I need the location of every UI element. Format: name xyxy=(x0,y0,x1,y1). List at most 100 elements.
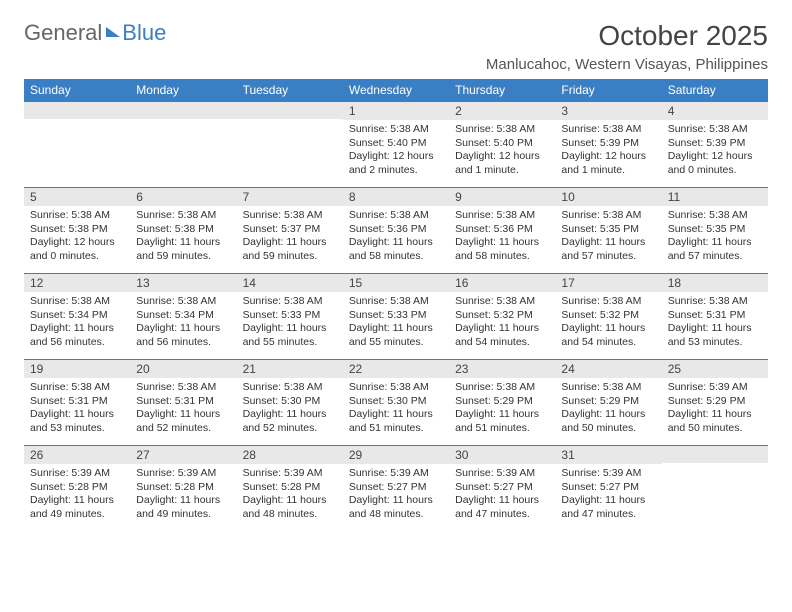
day-number: 31 xyxy=(555,446,661,464)
daylight-line: Daylight: 11 hours and 55 minutes. xyxy=(243,322,337,349)
sunrise-line: Sunrise: 5:38 AM xyxy=(243,209,337,223)
daylight-line: Daylight: 11 hours and 56 minutes. xyxy=(136,322,230,349)
brand-logo: General Blue xyxy=(24,20,166,46)
sunset-line: Sunset: 5:31 PM xyxy=(136,395,230,409)
day-number: 18 xyxy=(662,274,768,292)
day-number: 13 xyxy=(130,274,236,292)
daylight-line: Daylight: 11 hours and 48 minutes. xyxy=(243,494,337,521)
daylight-line: Daylight: 11 hours and 50 minutes. xyxy=(561,408,655,435)
sunset-line: Sunset: 5:37 PM xyxy=(243,223,337,237)
brand-word-1: General xyxy=(24,20,102,46)
daylight-line: Daylight: 11 hours and 59 minutes. xyxy=(243,236,337,263)
day-body: Sunrise: 5:38 AMSunset: 5:40 PMDaylight:… xyxy=(449,120,555,182)
day-body: Sunrise: 5:38 AMSunset: 5:32 PMDaylight:… xyxy=(555,292,661,354)
sunrise-line: Sunrise: 5:39 AM xyxy=(136,467,230,481)
calendar-cell: 4Sunrise: 5:38 AMSunset: 5:39 PMDaylight… xyxy=(662,102,768,188)
sunrise-line: Sunrise: 5:38 AM xyxy=(455,381,549,395)
calendar-cell: 29Sunrise: 5:39 AMSunset: 5:27 PMDayligh… xyxy=(343,446,449,532)
day-body: Sunrise: 5:38 AMSunset: 5:29 PMDaylight:… xyxy=(555,378,661,440)
day-number: 12 xyxy=(24,274,130,292)
calendar-cell: 12Sunrise: 5:38 AMSunset: 5:34 PMDayligh… xyxy=(24,274,130,360)
calendar-cell: 22Sunrise: 5:38 AMSunset: 5:30 PMDayligh… xyxy=(343,360,449,446)
calendar-row: 1Sunrise: 5:38 AMSunset: 5:40 PMDaylight… xyxy=(24,102,768,188)
day-body: Sunrise: 5:38 AMSunset: 5:38 PMDaylight:… xyxy=(130,206,236,268)
daylight-line: Daylight: 12 hours and 2 minutes. xyxy=(349,150,443,177)
day-body: Sunrise: 5:38 AMSunset: 5:34 PMDaylight:… xyxy=(130,292,236,354)
calendar-cell: 6Sunrise: 5:38 AMSunset: 5:38 PMDaylight… xyxy=(130,188,236,274)
day-number: 1 xyxy=(343,102,449,120)
daylight-line: Daylight: 11 hours and 49 minutes. xyxy=(136,494,230,521)
calendar-cell: 16Sunrise: 5:38 AMSunset: 5:32 PMDayligh… xyxy=(449,274,555,360)
calendar-cell: 7 Sunrise: 5:38 AMSunset: 5:37 PMDaylight… xyxy=(237,188,343,274)
sunrise-line: Sunrise: 5:38 AM xyxy=(30,295,124,309)
day-body: Sunrise: 5:38 AMSunset: 5:31 PMDaylight:… xyxy=(24,378,130,440)
calendar-cell: 8Sunrise: 5:38 AMSunset: 5:36 PMDaylight… xyxy=(343,188,449,274)
day-body: Sunrise: 5:38 AMSunset: 5:30 PMDaylight:… xyxy=(343,378,449,440)
daylight-line: Daylight: 11 hours and 56 minutes. xyxy=(30,322,124,349)
sunset-line: Sunset: 5:36 PM xyxy=(455,223,549,237)
day-body: Sunrise: 5:38 AMSunset: 5:39 PMDaylight:… xyxy=(555,120,661,182)
sunrise-line: Sunrise: 5:38 AM xyxy=(561,381,655,395)
day-body: Sunrise: 5:38 AMSunset: 5:38 PMDaylight:… xyxy=(24,206,130,268)
calendar-cell: 13Sunrise: 5:38 AMSunset: 5:34 PMDayligh… xyxy=(130,274,236,360)
calendar-cell: 31Sunrise: 5:39 AMSunset: 5:27 PMDayligh… xyxy=(555,446,661,532)
calendar-row: 12Sunrise: 5:38 AMSunset: 5:34 PMDayligh… xyxy=(24,274,768,360)
day-number: 23 xyxy=(449,360,555,378)
day-header: Thursday xyxy=(449,79,555,102)
day-body: Sunrise: 5:38 AMSunset: 5:40 PMDaylight:… xyxy=(343,120,449,182)
calendar-cell: 27Sunrise: 5:39 AMSunset: 5:28 PMDayligh… xyxy=(130,446,236,532)
day-number: 10 xyxy=(555,188,661,206)
sunset-line: Sunset: 5:33 PM xyxy=(243,309,337,323)
calendar-cell xyxy=(662,446,768,532)
day-number-empty xyxy=(130,102,236,119)
day-header: Tuesday xyxy=(237,79,343,102)
calendar-cell xyxy=(237,102,343,188)
calendar-cell: 5Sunrise: 5:38 AMSunset: 5:38 PMDaylight… xyxy=(24,188,130,274)
day-body: Sunrise: 5:38 AMSunset: 5:36 PMDaylight:… xyxy=(449,206,555,268)
sunset-line: Sunset: 5:39 PM xyxy=(561,137,655,151)
day-body: Sunrise: 5:38 AMSunset: 5:31 PMDaylight:… xyxy=(130,378,236,440)
sunrise-line: Sunrise: 5:38 AM xyxy=(455,209,549,223)
sunset-line: Sunset: 5:34 PM xyxy=(136,309,230,323)
sunrise-line: Sunrise: 5:38 AM xyxy=(136,381,230,395)
day-number: 21 xyxy=(237,360,343,378)
sunrise-line: Sunrise: 5:38 AM xyxy=(243,295,337,309)
calendar-row: 26Sunrise: 5:39 AMSunset: 5:28 PMDayligh… xyxy=(24,446,768,532)
calendar-cell: 15Sunrise: 5:38 AMSunset: 5:33 PMDayligh… xyxy=(343,274,449,360)
day-number: 25 xyxy=(662,360,768,378)
sunrise-line: Sunrise: 5:38 AM xyxy=(668,209,762,223)
sunset-line: Sunset: 5:31 PM xyxy=(30,395,124,409)
day-number: 9 xyxy=(449,188,555,206)
sunset-line: Sunset: 5:29 PM xyxy=(455,395,549,409)
sunset-line: Sunset: 5:31 PM xyxy=(668,309,762,323)
day-number: 8 xyxy=(343,188,449,206)
sunrise-line: Sunrise: 5:39 AM xyxy=(30,467,124,481)
day-body: Sunrise: 5:38 AMSunset: 5:34 PMDaylight:… xyxy=(24,292,130,354)
sunset-line: Sunset: 5:30 PM xyxy=(349,395,443,409)
day-header: Sunday xyxy=(24,79,130,102)
day-body: Sunrise: 5:39 AMSunset: 5:27 PMDaylight:… xyxy=(343,464,449,526)
day-body: Sunrise: 5:39 AMSunset: 5:28 PMDaylight:… xyxy=(237,464,343,526)
calendar-cell: 30Sunrise: 5:39 AMSunset: 5:27 PMDayligh… xyxy=(449,446,555,532)
sunset-line: Sunset: 5:32 PM xyxy=(455,309,549,323)
daylight-line: Daylight: 11 hours and 47 minutes. xyxy=(455,494,549,521)
sunset-line: Sunset: 5:38 PM xyxy=(136,223,230,237)
day-number: 16 xyxy=(449,274,555,292)
calendar-cell: 21Sunrise: 5:38 AMSunset: 5:30 PMDayligh… xyxy=(237,360,343,446)
sunset-line: Sunset: 5:27 PM xyxy=(455,481,549,495)
day-number: 2 xyxy=(449,102,555,120)
daylight-line: Daylight: 12 hours and 0 minutes. xyxy=(668,150,762,177)
sunset-line: Sunset: 5:28 PM xyxy=(136,481,230,495)
sunset-line: Sunset: 5:35 PM xyxy=(668,223,762,237)
day-body: Sunrise: 5:38 AMSunset: 5:33 PMDaylight:… xyxy=(237,292,343,354)
sunset-line: Sunset: 5:27 PM xyxy=(561,481,655,495)
day-body: Sunrise: 5:38 AMSunset: 5:30 PMDaylight:… xyxy=(237,378,343,440)
day-body: Sunrise: 5:38 AMSunset: 5:29 PMDaylight:… xyxy=(449,378,555,440)
sunset-line: Sunset: 5:30 PM xyxy=(243,395,337,409)
day-number: 7 xyxy=(237,188,343,206)
day-header: Saturday xyxy=(662,79,768,102)
day-body: Sunrise: 5:38 AMSunset: 5:31 PMDaylight:… xyxy=(662,292,768,354)
sunset-line: Sunset: 5:27 PM xyxy=(349,481,443,495)
daylight-line: Daylight: 11 hours and 58 minutes. xyxy=(349,236,443,263)
calendar-cell xyxy=(130,102,236,188)
